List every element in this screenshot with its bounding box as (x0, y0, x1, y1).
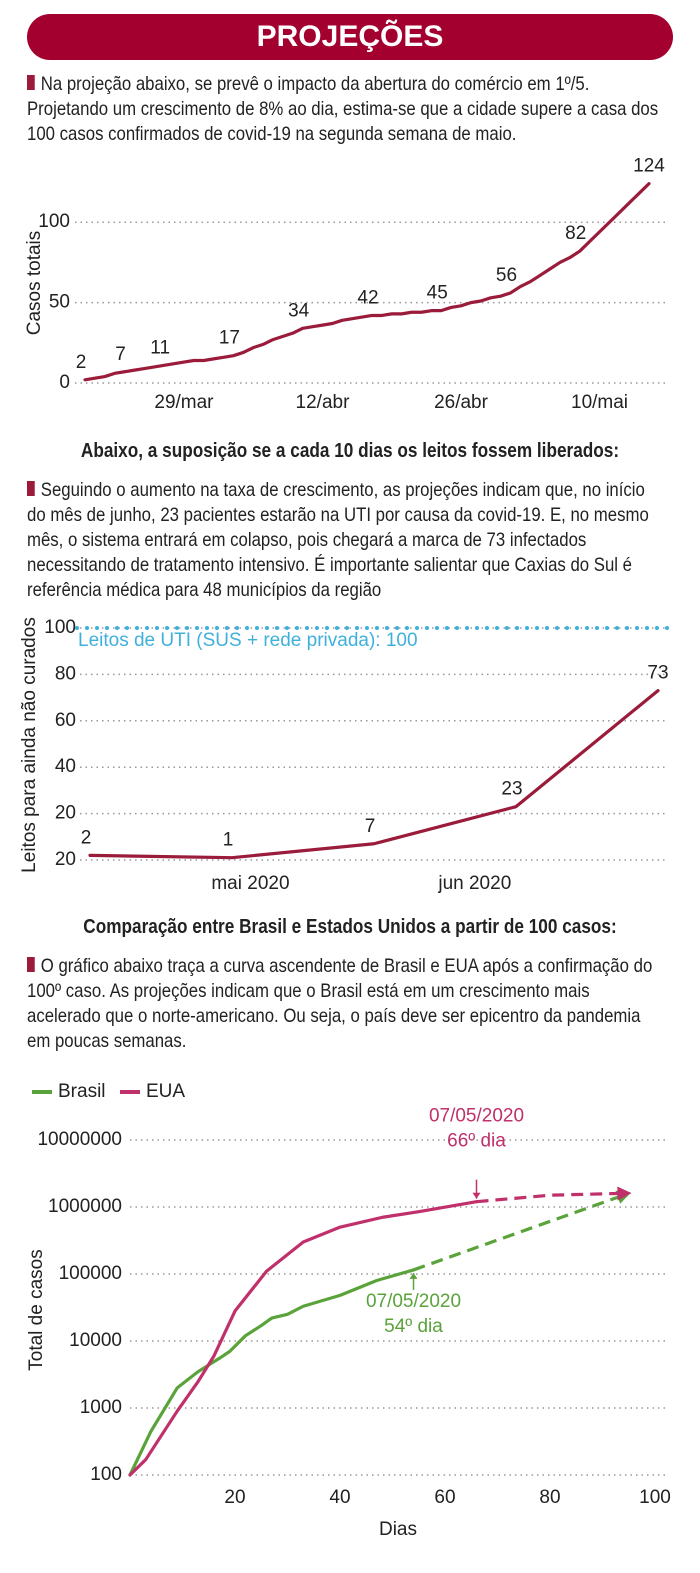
x-tick-label: 20 (224, 1487, 245, 1508)
y-axis-label: Leitos para ainda não curados (19, 617, 40, 873)
y-tick-label: 20 (55, 803, 76, 824)
heading: Abaixo, a suposição se a cada 10 dias os… (80, 440, 620, 462)
annotation: 07/05/2020 (366, 1291, 461, 1312)
x-tick-label: 60 (434, 1487, 455, 1508)
y-tick-label: 0 (59, 372, 70, 393)
arrow-head (617, 1186, 632, 1201)
y-tick-label: 80 (55, 663, 76, 684)
text: Na projeção abaixo, se prevê o impacto d… (27, 73, 659, 145)
bullet (27, 75, 35, 90)
text: O gráfico abaixo traça a curva ascendent… (27, 955, 653, 1052)
data-label: 34 (288, 300, 310, 321)
y-axis-label: Total de casos (26, 1249, 47, 1370)
y-tick-label: 20 (55, 849, 76, 870)
x-tick-label: mai 2020 (211, 873, 289, 894)
annotation: 66º dia (447, 1131, 506, 1152)
data-label: 2 (76, 352, 87, 373)
data-label: 42 (357, 287, 378, 308)
y-tick-label: 40 (55, 756, 76, 777)
annotation: 54º dia (384, 1316, 443, 1337)
data-label: 82 (565, 223, 586, 244)
x-tick-label: 10/mai (571, 392, 628, 413)
y-tick-label: 100 (90, 1464, 122, 1485)
x-tick-label: 12/abr (296, 392, 351, 413)
series-line (88, 689, 660, 860)
series-line (128, 1268, 416, 1477)
x-tick-label: 26/abr (434, 392, 489, 413)
annotation-arrow-head (472, 1192, 481, 1199)
data-label: 7 (365, 816, 376, 837)
data-label: 45 (427, 283, 448, 304)
legend-label: EUA (146, 1081, 185, 1102)
series-line (83, 182, 651, 382)
data-label: 1 (223, 830, 234, 851)
y-tick-label: 1000 (80, 1397, 122, 1418)
y-tick-label: 100 (44, 617, 76, 638)
data-label: 11 (150, 337, 170, 358)
legend-label: Brasil (58, 1081, 106, 1102)
y-tick-label: 100000 (59, 1263, 122, 1284)
annotation-arrow-head (409, 1272, 418, 1279)
data-label: 7 (115, 344, 126, 365)
text: Seguindo o aumento na taxa de cresciment… (27, 479, 649, 601)
data-label: 73 (647, 663, 668, 684)
series-line (128, 1200, 479, 1477)
title: PROJEÇÕES (257, 19, 444, 53)
x-tick-label: 29/mar (154, 392, 214, 413)
data-label: 2 (81, 827, 92, 848)
x-tick-label: 40 (329, 1487, 350, 1508)
y-tick-label: 50 (49, 292, 70, 313)
header-bar (27, 14, 673, 60)
bullet (27, 481, 35, 496)
data-label: 23 (501, 779, 522, 800)
x-tick-label: jun 2020 (437, 873, 511, 894)
y-tick-label: 100 (38, 211, 70, 232)
y-tick-label: 1000000 (48, 1196, 122, 1217)
paragraph: Na projeção abaixo, se prevê o impacto d… (27, 72, 668, 147)
projection-line (476, 1191, 624, 1204)
data-label: 56 (496, 265, 517, 286)
annotation: Leitos de UTI (SUS + rede privada): 100 (78, 630, 418, 651)
y-tick-label: 10000000 (37, 1129, 122, 1150)
y-axis-label: Casos totais (24, 231, 45, 336)
heading: Comparação entre Brasil e Estados Unidos… (83, 916, 617, 938)
y-tick-label: 10000 (69, 1330, 122, 1351)
annotation: 07/05/2020 (429, 1106, 524, 1127)
y-tick-label: 60 (55, 710, 76, 731)
x-tick-label: 100 (639, 1487, 671, 1508)
data-label: 124 (633, 156, 665, 177)
data-label: 17 (219, 328, 240, 349)
x-axis-label: Dias (379, 1519, 417, 1540)
x-tick-label: 80 (539, 1487, 560, 1508)
paragraph: Seguindo o aumento na taxa de cresciment… (27, 478, 668, 603)
bullet (27, 957, 35, 972)
paragraph: O gráfico abaixo traça a curva ascendent… (27, 954, 668, 1054)
